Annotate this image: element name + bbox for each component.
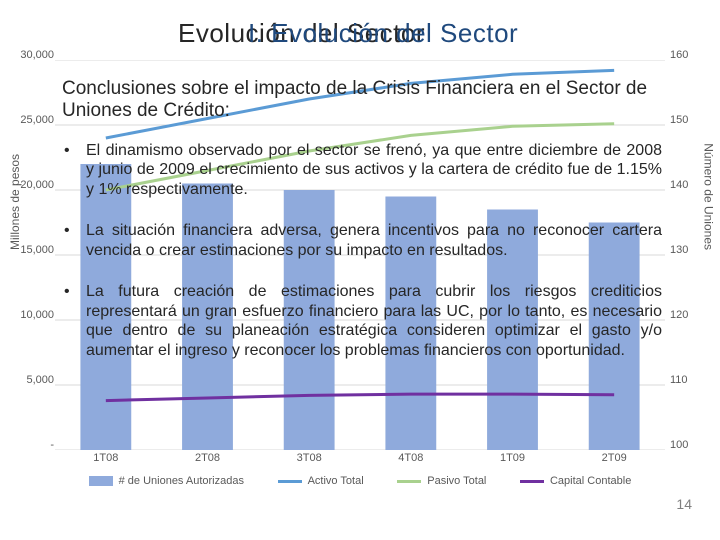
y-left-axis-label: Millones de pesos [8,154,22,250]
y-right-axis-label: Número de Uniones [702,143,716,250]
slide-stage: Millones de pesos Número de Uniones -5,0… [0,0,720,540]
text-content: Conclusiones sobre el impacto de la Cris… [62,78,662,382]
chart-legend: # de Uniones AutorizadasActivo TotalPasi… [55,475,665,487]
bullet-item: La situación financiera adversa, genera … [62,221,662,260]
bullet-list: El dinamismo observado por el sector se … [62,141,662,361]
subtitle: Conclusiones sobre el impacto de la Cris… [62,78,662,123]
title-foreground: I. Evolución del Sector [248,18,518,49]
bullet-item: La futura creación de estimaciones para … [62,282,662,360]
page-number: 14 [676,496,692,512]
bullet-item: El dinamismo observado por el sector se … [62,141,662,200]
